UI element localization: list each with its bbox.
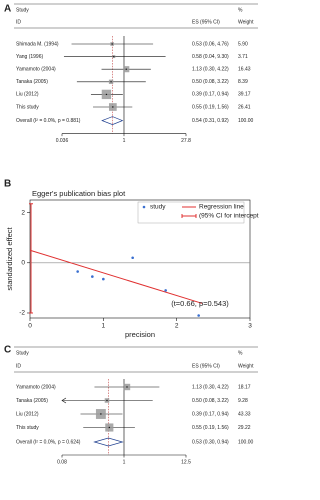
header-weight: Weight bbox=[238, 19, 254, 25]
weight-label: 5.90 bbox=[238, 41, 248, 47]
header-weight: Weight bbox=[238, 363, 254, 369]
weight-label: 39.17 bbox=[238, 92, 251, 98]
x-tick-label: 1 bbox=[123, 138, 126, 144]
point-estimate bbox=[106, 399, 108, 402]
weight-label: 29.22 bbox=[238, 425, 251, 431]
x-tick-label: 0.08 bbox=[57, 459, 67, 465]
legend-label: Regression line bbox=[199, 204, 244, 211]
study-label: Liu (2012) bbox=[16, 92, 39, 98]
weight-label: 8.39 bbox=[238, 79, 248, 85]
study-label: This study bbox=[16, 425, 39, 431]
study-point bbox=[102, 277, 105, 281]
legend-frame bbox=[137, 201, 245, 224]
panel-letter: A bbox=[4, 4, 11, 15]
overall-es-label: 0.53 (0.30, 0.94) bbox=[192, 439, 229, 445]
study-label: Yamamoto (2004) bbox=[16, 67, 56, 73]
study-label: Shimada M. (1994) bbox=[16, 41, 59, 47]
study-label: Yamamoto (2004) bbox=[16, 384, 56, 390]
x-tick-label: 12.5 bbox=[181, 459, 191, 465]
point-estimate bbox=[111, 43, 113, 45]
es-label: 0.50 (0.08, 3.22) bbox=[192, 398, 229, 404]
x-tick-label: 1 bbox=[102, 323, 106, 330]
overall-es-label: 0.54 (0.31, 0.92) bbox=[192, 118, 229, 124]
es-label: 0.39 (0.17, 0.94) bbox=[192, 92, 229, 98]
overall-label: Overall (I² = 0.0%, p = 0.624) bbox=[16, 439, 81, 445]
point-estimate bbox=[112, 106, 114, 108]
y-axis-label: standardized effect bbox=[5, 226, 14, 290]
overall-diamond bbox=[93, 437, 124, 447]
point-estimate bbox=[126, 386, 128, 388]
study-point bbox=[131, 256, 134, 260]
x-tick-label: 3 bbox=[248, 323, 252, 330]
weight-label: 9.28 bbox=[238, 398, 248, 404]
study-label: Tanaka (2005) bbox=[16, 79, 48, 85]
es-label: 0.58 (0.04, 9.30) bbox=[192, 54, 229, 60]
overall-weight-label: 100.00 bbox=[238, 118, 254, 124]
point-estimate bbox=[105, 93, 108, 96]
x-tick-label: 0 bbox=[28, 323, 32, 330]
study-point bbox=[164, 289, 167, 292]
study-label: Yang (1996) bbox=[16, 54, 43, 60]
weight-label: 43.33 bbox=[238, 411, 251, 417]
overall-weight-label: 100.00 bbox=[238, 439, 254, 445]
es-label: 0.53 (0.06, 4.76) bbox=[192, 41, 229, 47]
header-es: ES (95% CI) bbox=[192, 363, 220, 369]
y-tick-label: 0 bbox=[21, 259, 25, 266]
study-point bbox=[197, 314, 200, 317]
ci-arrow bbox=[61, 397, 67, 404]
es-label: 1.13 (0.30, 4.22) bbox=[192, 67, 229, 73]
legend-point bbox=[142, 205, 146, 209]
es-label: 1.13 (0.30, 4.22) bbox=[192, 384, 229, 390]
legend-label: study bbox=[150, 204, 166, 211]
legend-label: (95% CI for intercept bbox=[199, 213, 259, 220]
x-tick-label: 27.8 bbox=[181, 138, 191, 144]
header-id: ID bbox=[16, 363, 21, 369]
annotation: (t=0.66, p=0.543) bbox=[171, 299, 229, 308]
header-id: ID bbox=[16, 19, 21, 25]
plot-frame bbox=[29, 199, 251, 319]
panel-letter: C bbox=[4, 345, 11, 356]
figure: A Study % ID ES (95% CI) Weight Shimada M. (19… bbox=[4, 4, 259, 466]
study-label: Tanaka (2005) bbox=[16, 398, 48, 404]
es-label: 0.39 (0.17, 0.94) bbox=[192, 411, 229, 417]
study-label: This study bbox=[16, 104, 39, 110]
header-percent: % bbox=[238, 7, 243, 13]
x-tick-label: 0.036 bbox=[56, 138, 69, 144]
overall-diamond bbox=[101, 116, 124, 125]
overall-label: Overall (I² = 0.0%, p = 0.881) bbox=[16, 118, 81, 124]
weight-label: 26.41 bbox=[238, 104, 251, 110]
x-tick-label: 2 bbox=[175, 323, 179, 330]
es-label: 0.50 (0.08, 3.22) bbox=[192, 79, 229, 85]
header-study: Study bbox=[16, 7, 29, 13]
point-estimate bbox=[108, 426, 111, 429]
weight-label: 3.71 bbox=[238, 54, 248, 60]
point-estimate bbox=[100, 413, 102, 415]
y-tick-label: 2 bbox=[21, 209, 25, 216]
point-estimate bbox=[125, 68, 127, 70]
header-percent: % bbox=[238, 350, 243, 356]
study-label: Liu (2012) bbox=[16, 411, 39, 417]
x-axis-label: precision bbox=[125, 330, 155, 339]
es-label: 0.55 (0.19, 1.56) bbox=[192, 104, 229, 110]
header-study: Study bbox=[16, 350, 29, 356]
study-point bbox=[91, 275, 94, 278]
point-estimate bbox=[113, 55, 115, 58]
chart-title: Egger's publication bias plot bbox=[32, 189, 126, 198]
header-es: ES (95% CI) bbox=[192, 19, 220, 25]
y-tick-label: -2 bbox=[19, 310, 25, 317]
es-label: 0.55 (0.19, 1.56) bbox=[192, 425, 229, 431]
weight-label: 16.43 bbox=[238, 67, 251, 73]
regression-line bbox=[29, 249, 203, 304]
x-tick-label: 1 bbox=[123, 459, 126, 465]
point-estimate bbox=[110, 81, 112, 83]
weight-label: 18.17 bbox=[238, 384, 251, 390]
panel-letter: B bbox=[4, 179, 11, 190]
study-point bbox=[76, 270, 79, 273]
